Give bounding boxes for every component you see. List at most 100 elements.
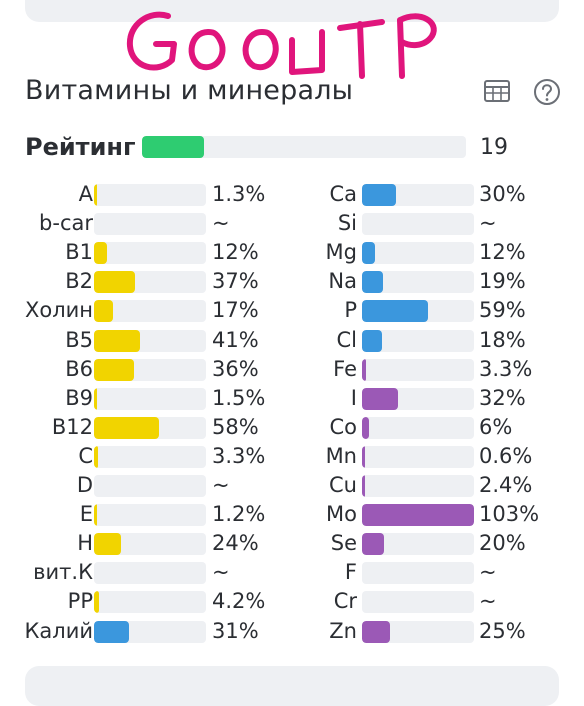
vitamin-5-bar [94,329,206,352]
table-grid-icon[interactable] [483,78,511,104]
vitamin-0-value: 1.3% [212,182,266,206]
mineral-10-bar [362,475,474,497]
mineral-14-label: Cr [333,589,357,614]
mineral-5-value: 18% [479,327,526,352]
vitamin-1-value: ~ [212,211,230,236]
vitamin-15-bar [94,620,206,643]
vitamin-2-label: B1 [65,240,93,265]
handwritten-note [126,11,437,79]
vitamin-2-bar-fill [94,242,108,265]
rating-bar-fill [142,136,204,158]
mineral-3-bar [362,271,474,294]
vitamin-2-value: 12% [212,240,259,265]
mineral-15-value: 25% [479,618,526,643]
vitamin-12-value: 24% [212,531,259,556]
mineral-10-value: 2.4% [479,473,533,497]
vitamin-4-bar-fill [94,300,114,323]
vitamin-6-bar [94,358,206,381]
mineral-8-bar [362,416,474,439]
vitamin-11-bar-fill [94,504,97,527]
vitamin-8-label: B12 [51,414,93,439]
vitamin-14-label: PP [67,589,93,614]
mineral-5-bar [362,329,474,352]
mineral-5-label: Cl [336,327,358,352]
mineral-4-bar [362,300,474,323]
mineral-6-value: 3.3% [479,356,533,381]
mineral-9-label: Mn [325,443,357,468]
vitamin-14-bar [94,591,206,614]
vitamin-0-label: A [78,182,93,206]
vitamin-5-value: 41% [212,327,259,352]
vitamin-0-bar-fill [94,184,97,206]
vitamin-9-bar-fill [94,445,98,468]
mineral-8-value: 6% [479,414,513,439]
mineral-8-bar-fill [362,416,369,439]
vitamin-0-bar [94,184,206,206]
vitamin-13-value: ~ [212,560,230,585]
mineral-0-label: Ca [329,182,357,206]
mineral-6-bar [362,358,474,381]
vitamin-5-label: B5 [65,327,93,352]
mineral-1-label: Si [337,211,357,236]
mineral-2-label: Mg [325,240,357,265]
mineral-14-bar [362,591,474,614]
vitamin-15-label: Калий [24,618,94,643]
mineral-5-bar-fill [362,329,383,352]
mineral-3-label: Na [328,269,357,294]
vitamin-12-bar-fill [94,533,121,556]
mineral-13-value: ~ [479,560,497,585]
vitamin-15-value: 31% [212,618,259,643]
mineral-3-value: 19% [479,269,526,294]
mineral-12-value: 20% [479,531,526,556]
vitamin-7-bar [94,387,206,410]
mineral-13-label: F [344,560,357,585]
mineral-9-bar-fill [362,445,365,468]
vitamin-1-bar [94,213,206,236]
mineral-14-value: ~ [479,589,497,614]
section-title: Витамины и минералы [25,75,354,106]
vitamin-7-label: B9 [65,385,93,410]
mineral-9-value: 0.6% [479,443,533,468]
mineral-2-bar [362,242,474,265]
mineral-15-bar [362,620,474,643]
mineral-10-bar-fill [362,475,365,497]
mineral-1-value: ~ [479,211,497,236]
mineral-6-bar-fill [362,358,366,381]
mineral-2-bar-fill [362,242,376,265]
vitamin-14-bar-fill [94,591,99,614]
vitamin-3-label: B2 [65,269,93,294]
mineral-3-bar-fill [362,271,384,294]
vitamin-12-bar [94,533,206,556]
mineral-15-label: Zn [329,618,357,643]
mineral-7-bar [362,387,474,410]
help-circle-icon[interactable] [533,78,561,106]
mineral-4-label: P [344,298,357,323]
vitamin-13-label: вит.К [33,560,93,585]
mineral-9-bar [362,445,474,468]
mineral-4-bar-fill [362,300,429,323]
mineral-10-label: Cu [329,473,357,497]
vitamin-10-value: ~ [212,473,230,497]
vitamin-6-label: B6 [65,356,93,381]
vitamin-6-value: 36% [212,356,259,381]
rating-label: Рейтинг [25,133,136,161]
mineral-0-value: 30% [479,182,526,206]
vitamin-9-value: 3.3% [212,443,266,468]
mineral-7-value: 32% [479,385,526,410]
vitamin-3-bar-fill [94,271,136,294]
mineral-13-bar [362,562,474,585]
mineral-12-bar [362,533,474,556]
mineral-2-value: 12% [479,240,526,265]
vitamin-9-bar [94,445,206,468]
mineral-0-bar [362,184,474,206]
mineral-0-bar-fill [362,184,396,206]
mineral-4-value: 59% [479,298,526,323]
vitamin-10-label: D [76,473,93,497]
vitamin-9-label: C [78,443,93,468]
mineral-8-label: Co [329,414,357,439]
mineral-11-bar [362,504,474,527]
vitamin-7-bar-fill [94,387,97,410]
mineral-7-label: I [350,385,357,410]
vitamin-11-value: 1.2% [212,502,266,527]
mineral-7-bar-fill [362,387,398,410]
